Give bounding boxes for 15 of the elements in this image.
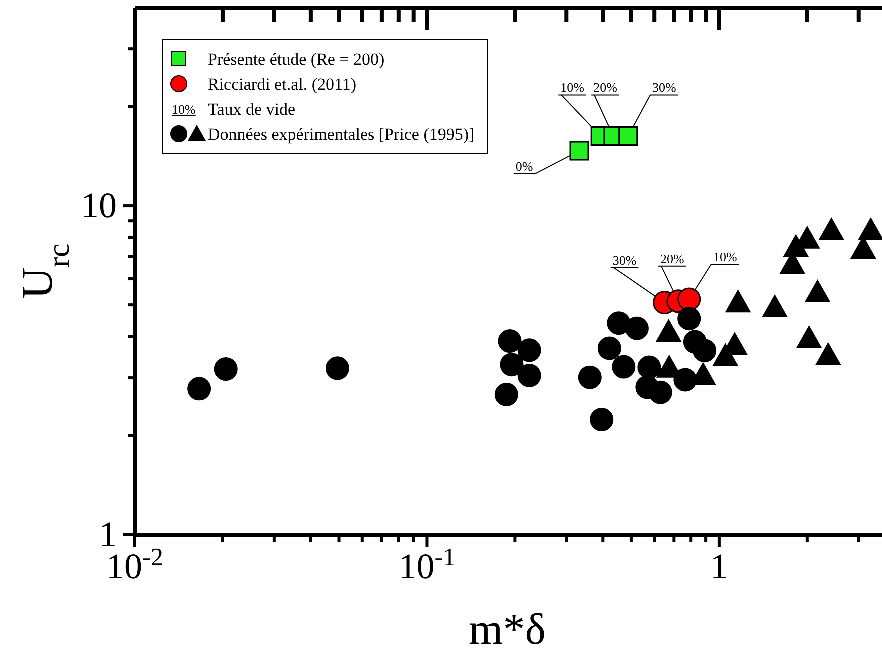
legend-label: Ricciardi et.al. (2011) [208, 75, 357, 94]
annotation: 10% [713, 249, 738, 264]
annotation: 20% [594, 80, 618, 96]
annotation: 30% [612, 252, 637, 268]
annotation: 20% [660, 251, 685, 266]
annotation: 0% [516, 159, 534, 174]
annotation: 30% [652, 80, 676, 96]
y-tick-label: 10 [81, 186, 117, 226]
legend-label: Présente étude (Re = 200) [208, 50, 385, 69]
annotation: 10% [560, 80, 585, 96]
x-axis-title: m*δ [469, 605, 546, 651]
annotation: 10% Taux de vide [172, 100, 296, 119]
x-tick-label: 10$^{-1}$ [398, 544, 456, 587]
legend-label: Données expérimentales [Price (1995)] [208, 125, 475, 144]
x-tick-label: 1 [710, 546, 728, 587]
